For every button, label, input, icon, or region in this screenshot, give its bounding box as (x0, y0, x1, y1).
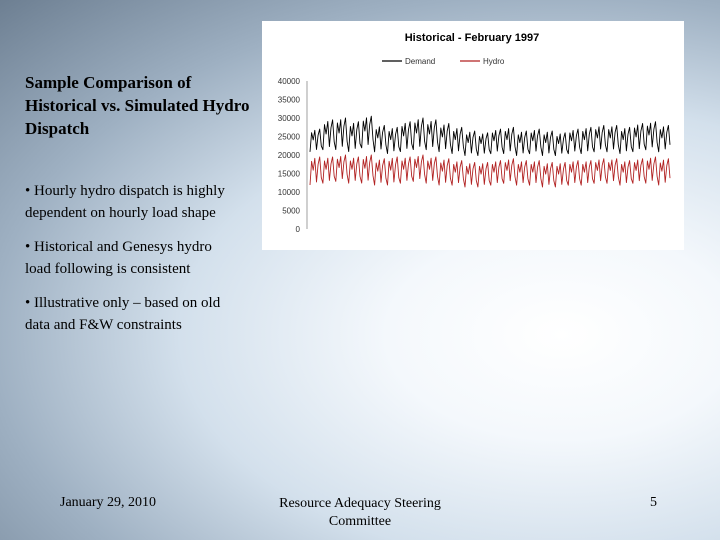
bullet-illustrative: • Illustrative only – based on old data … (25, 295, 221, 333)
hydro-dispatch-chart: Historical - February 1997 Demand Hydro 4… (278, 32, 671, 234)
series-layer (309, 115, 671, 188)
y-tick-label: 10000 (278, 188, 301, 197)
y-tick-label: 0 (296, 225, 301, 234)
y-tick-label: 5000 (282, 207, 300, 216)
y-tick-label: 35000 (278, 96, 301, 105)
y-tick-label: 20000 (278, 151, 301, 160)
chart-panel: Historical - February 1997 Demand Hydro 4… (262, 21, 684, 250)
slide-title: Sample Comparison of Historical vs. Simu… (25, 73, 250, 138)
legend-label: Demand (405, 57, 435, 66)
y-tick-label: 15000 (278, 170, 301, 179)
series-line-demand (309, 115, 671, 157)
y-tick-label: 25000 (278, 133, 301, 142)
bullet-load-following: • Historical and Genesys hydro load foll… (25, 239, 212, 277)
footer-date: January 29, 2010 (60, 495, 157, 510)
series-line-hydro (309, 154, 671, 188)
bullet-list: • Hourly hydro dispatch is highly depend… (25, 180, 240, 348)
chart-title: Historical - February 1997 (405, 32, 540, 44)
y-tick-label: 30000 (278, 114, 301, 123)
footer-committee: Resource Adequacy Steering Committee (279, 496, 441, 529)
page-number: 5 (650, 495, 657, 510)
y-axis: 40000 35000 30000 25000 20000 15000 10000 5000 0 (278, 77, 308, 234)
y-tick-label: 40000 (278, 77, 301, 86)
chart-legend: Demand Hydro (382, 57, 505, 66)
bullet-hourly-dispatch: • Hourly hydro dispatch is highly depend… (25, 183, 225, 221)
legend-label: Hydro (483, 57, 505, 66)
